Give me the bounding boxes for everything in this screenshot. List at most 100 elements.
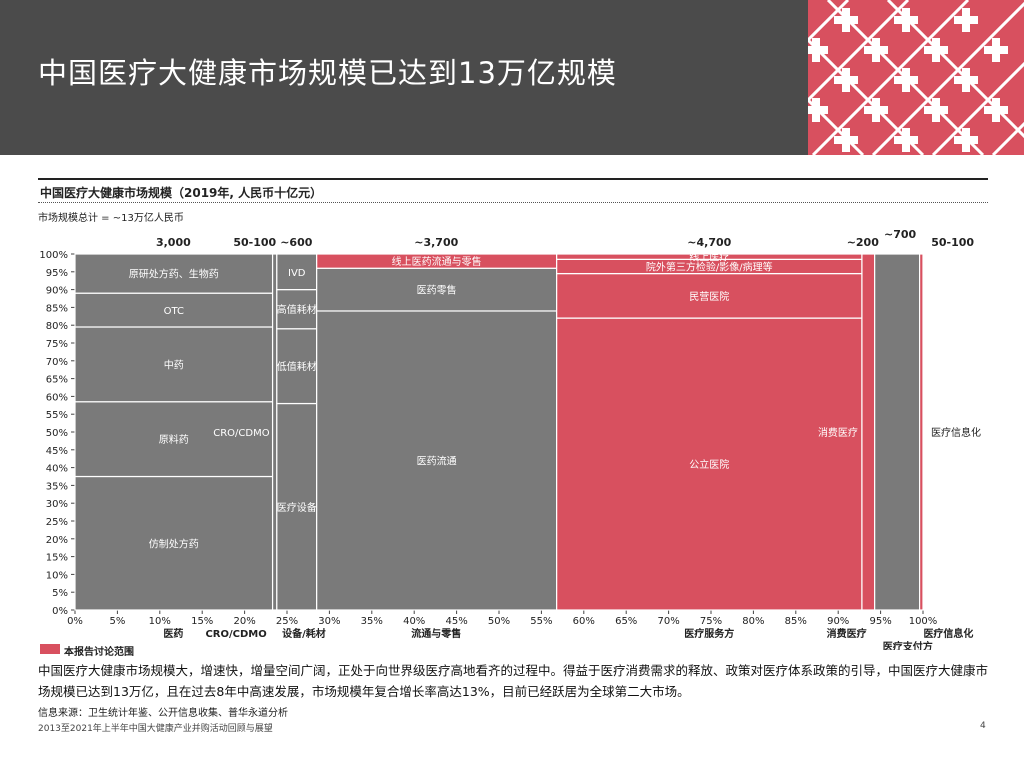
mekko-segment xyxy=(74,253,274,294)
mekko-segment xyxy=(74,401,274,478)
segment-label: 消费医疗 xyxy=(818,426,858,439)
segment-label: 民营医院 xyxy=(689,290,729,303)
segment-label: 线上医疗 xyxy=(689,251,729,264)
source-note: 信息来源：卫生统计年鉴、公开信息收集、普华永道分析 xyxy=(38,708,288,719)
x-tick-label: 80% xyxy=(742,616,764,627)
x-tick-label: 90% xyxy=(827,616,849,627)
column-total-label: ~200 xyxy=(847,236,880,249)
column-name-label: 流通与零售 xyxy=(411,627,461,640)
column-name-label: 医药 xyxy=(163,627,183,640)
column-total-label: ~3,700 xyxy=(414,236,458,249)
chart-heading: 中国医疗大健康市场规模（2019年, 人民币十亿元） xyxy=(40,186,323,200)
cross-icon xyxy=(808,98,828,122)
segment-label: 医疗设备 xyxy=(277,501,317,514)
x-tick-label: 5% xyxy=(109,616,125,627)
x-tick-label: 35% xyxy=(361,616,383,627)
segment-label: CRO/CDMO xyxy=(213,428,269,439)
x-tick-label: 40% xyxy=(403,616,425,627)
header-banner xyxy=(0,0,808,155)
mekko-segment xyxy=(276,253,318,291)
segment-label: 原研处方药、生物药 xyxy=(129,268,219,281)
y-tick-label: 60% xyxy=(46,392,68,403)
chart-heading-rule xyxy=(38,178,988,180)
column-name-label: 医疗支付方 xyxy=(883,640,933,650)
segment-label: 医疗信息化 xyxy=(931,426,981,439)
x-tick-label: 60% xyxy=(573,616,595,627)
segment-label: 仿制处方药 xyxy=(149,537,199,550)
cross-pattern-decoration xyxy=(808,0,1024,155)
cross-icon xyxy=(834,128,858,152)
x-tick-label: 95% xyxy=(869,616,891,627)
x-tick-label: 55% xyxy=(530,616,552,627)
mekko-segment xyxy=(919,253,924,611)
y-tick-label: 70% xyxy=(46,357,68,368)
segment-label: 高值耗材 xyxy=(277,303,317,316)
segment-label: 医药零售 xyxy=(417,284,457,297)
cross-icon xyxy=(894,8,918,32)
cross-icon xyxy=(924,38,948,62)
y-tick-label: 25% xyxy=(46,517,68,528)
y-tick-label: 65% xyxy=(46,375,68,386)
y-tick-label: 10% xyxy=(46,570,68,581)
legend-label: 本报告讨论范围 xyxy=(64,647,134,658)
x-tick-label: 75% xyxy=(700,616,722,627)
segment-label: 中药 xyxy=(164,358,184,371)
segment-label: 院外第三方检验/影像/病理等 xyxy=(646,260,773,273)
page-number: 4 xyxy=(980,721,986,731)
y-tick-label: 15% xyxy=(46,553,68,564)
x-tick-label: 45% xyxy=(445,616,467,627)
y-tick-label: 55% xyxy=(46,410,68,421)
x-tick-label: 10% xyxy=(149,616,171,627)
column-name-label: 消费医疗 xyxy=(827,627,867,640)
y-tick-label: 20% xyxy=(46,535,68,546)
segment-label: 低值耗材 xyxy=(277,360,317,373)
mekko-segment xyxy=(874,253,921,611)
y-tick-label: 40% xyxy=(46,464,68,475)
x-tick-label: 25% xyxy=(276,616,298,627)
column-name-label: 医疗服务方 xyxy=(684,627,734,640)
cross-icon xyxy=(954,128,978,152)
segment-label: 线上医药流通与零售 xyxy=(392,255,482,268)
mekko-segment xyxy=(556,272,863,319)
cross-icon xyxy=(924,98,948,122)
cross-icon xyxy=(984,98,1008,122)
y-tick-label: 50% xyxy=(46,428,68,439)
mekko-segment xyxy=(316,310,558,611)
x-tick-label: 0% xyxy=(67,616,83,627)
column-total-label: ~4,700 xyxy=(687,236,731,249)
column-total-label: 50-100 xyxy=(931,236,974,249)
column-name-label: CRO/CDMO xyxy=(205,629,266,640)
cross-icon xyxy=(808,38,828,62)
x-tick-label: 70% xyxy=(657,616,679,627)
y-tick-label: 0% xyxy=(52,606,68,617)
footer-title: 2013至2021年上半年中国大健康产业并购活动回顾与展望 xyxy=(38,724,273,734)
x-tick-label: 85% xyxy=(785,616,807,627)
y-tick-label: 80% xyxy=(46,321,68,332)
y-tick-label: 85% xyxy=(46,303,68,314)
page-title: 中国医疗大健康市场规模已达到13万亿规模 xyxy=(38,56,617,90)
mekko-segment xyxy=(74,326,274,403)
column-name-label: 医疗信息化 xyxy=(923,627,973,640)
cross-icon xyxy=(894,128,918,152)
mekko-segment xyxy=(861,253,876,611)
legend-swatch xyxy=(40,644,60,654)
segment-label: 公立医院 xyxy=(689,458,729,471)
y-tick-label: 90% xyxy=(46,286,68,297)
cross-icon xyxy=(954,8,978,32)
segment-label: 原料药 xyxy=(159,433,189,446)
y-tick-label: 75% xyxy=(46,339,68,350)
dotted-divider xyxy=(38,202,988,203)
cross-icon xyxy=(834,68,858,92)
cross-icon xyxy=(864,98,888,122)
y-tick-label: 100% xyxy=(39,250,68,261)
summary-paragraph: 中国医疗大健康市场规模大，增速快，增量空间广阔，正处于向世界级医疗高地看齐的过程… xyxy=(38,663,989,699)
column-total-label: ~700 xyxy=(884,228,917,241)
mekko-segment xyxy=(316,267,558,312)
mekko-segment xyxy=(74,292,274,328)
segment-label: OTC xyxy=(164,306,184,317)
mekko-segment xyxy=(74,475,274,611)
segment-label: 医药流通 xyxy=(417,454,457,467)
cross-icon xyxy=(864,38,888,62)
market-total-label: 市场规模总计 = ~13万亿人民币 xyxy=(38,213,184,224)
cross-icon xyxy=(984,38,1008,62)
